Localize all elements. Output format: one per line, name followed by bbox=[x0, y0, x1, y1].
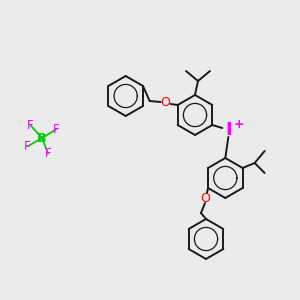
Text: F: F bbox=[27, 119, 34, 132]
Text: O: O bbox=[161, 97, 171, 110]
Text: O: O bbox=[200, 191, 210, 205]
Text: F: F bbox=[24, 140, 31, 153]
Text: I: I bbox=[225, 121, 232, 139]
Text: F: F bbox=[53, 123, 60, 136]
Text: F: F bbox=[45, 147, 51, 161]
Text: B: B bbox=[37, 131, 47, 145]
Text: +: + bbox=[234, 118, 244, 130]
